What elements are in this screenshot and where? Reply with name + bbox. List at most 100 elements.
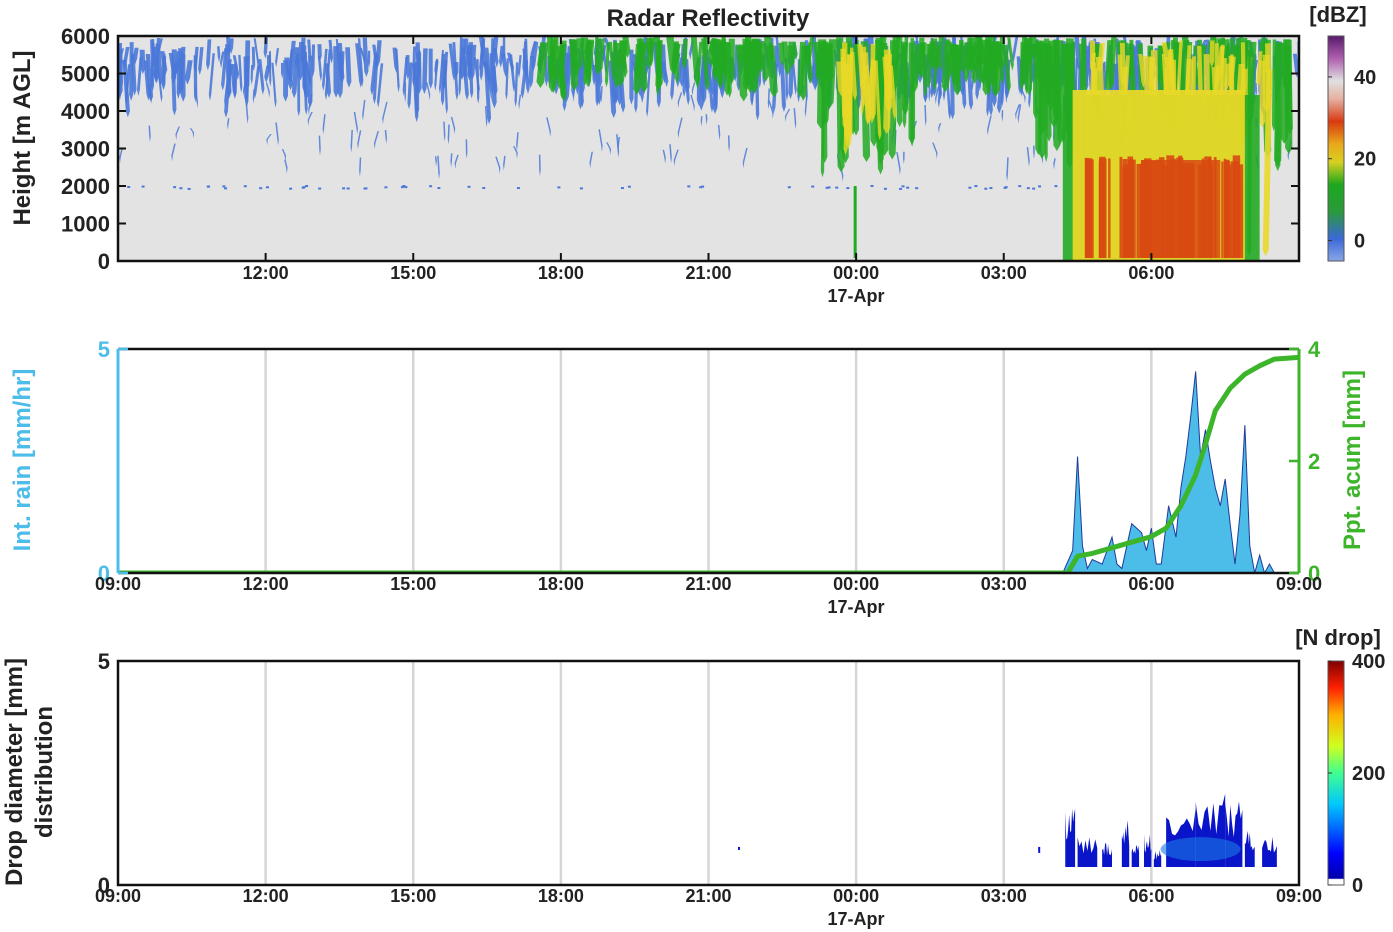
- radar-echo-dot: [400, 186, 404, 189]
- rain-right-axis-label: Ppt. acum [mm]: [1339, 370, 1366, 550]
- radar-x-tick-label: 06:00: [1128, 263, 1174, 283]
- radar-echo-streak: [766, 45, 778, 98]
- radar-echo-streak: [345, 47, 352, 88]
- radar-echo-streak: [189, 128, 195, 139]
- radar-echo-streak: [751, 88, 755, 107]
- radar-echo-streak: [622, 36, 631, 58]
- radar-echo-dot: [557, 186, 561, 189]
- radar-echo-dot: [699, 186, 703, 189]
- radar-echo-streak: [265, 82, 270, 99]
- radar-echo-streak: [253, 65, 261, 99]
- radar-echo-streak: [284, 159, 288, 174]
- radar-heavy-streak: [1098, 158, 1107, 258]
- radar-echo-streak: [372, 54, 379, 105]
- radar-echo-streak: [589, 151, 593, 169]
- radar-echo-streak: [322, 114, 326, 135]
- radar-echo-streak: [245, 102, 249, 124]
- ndrop-colorbar-tick-label: 400: [1352, 651, 1385, 673]
- radar-echo-streak: [206, 39, 212, 71]
- radar-echo-dot: [1018, 185, 1022, 188]
- radar-echo-streak: [1001, 110, 1004, 123]
- radar-echo-dot: [402, 185, 406, 188]
- radar-echo-dot: [915, 187, 919, 190]
- radar-echo-streak: [454, 62, 459, 79]
- radar-echo-streak: [825, 43, 834, 83]
- drop-x-tick-label: 00:00: [833, 886, 879, 906]
- radar-echo-streak: [1017, 104, 1022, 124]
- radar-echo-streak: [716, 39, 725, 88]
- radar-echo-streak: [524, 38, 529, 80]
- radar-echo-streak: [308, 93, 313, 116]
- radar-echo-streak: [233, 63, 238, 100]
- radar-echo-streak: [283, 60, 289, 102]
- ndrop-colorbar-tick-label: 200: [1352, 763, 1385, 785]
- radar-echo-streak: [119, 147, 124, 164]
- radar-echo-dot: [1038, 185, 1042, 188]
- radar-echo-streak: [488, 85, 493, 102]
- radar-echo-streak: [1256, 51, 1263, 87]
- radar-echo-streak: [600, 86, 603, 103]
- radar-echo-streak: [908, 42, 916, 145]
- radar-echo-streak: [595, 38, 605, 75]
- radar-echo-streak: [843, 64, 850, 155]
- radar-echo-streak: [224, 59, 232, 118]
- radar-echo-streak: [322, 48, 328, 92]
- radar-echo-streak: [646, 60, 652, 118]
- radar-echo-streak: [669, 144, 672, 164]
- radar-echo-streak: [787, 45, 795, 69]
- radar-echo-streak: [538, 154, 541, 177]
- radar-echo-streak: [288, 40, 296, 84]
- radar-heavy-streak: [1084, 157, 1089, 258]
- radar-echo-streak: [242, 83, 246, 97]
- radar-echo-streak: [717, 125, 721, 141]
- radar-echo-streak: [1033, 145, 1035, 159]
- radar-echo-streak: [146, 83, 151, 100]
- rain-date-label: 17-Apr: [827, 597, 884, 617]
- radar-echo-streak: [275, 48, 280, 68]
- radar-echo-streak: [681, 39, 688, 70]
- radar-x-tick-label: 21:00: [685, 263, 731, 283]
- rain-x-tick-label: 03:00: [981, 574, 1027, 594]
- radar-echo-streak: [673, 149, 679, 167]
- radar-echo-streak: [1156, 45, 1163, 84]
- radar-echo-streak: [224, 85, 228, 107]
- radar-echo-dot: [906, 186, 910, 189]
- radar-echo-streak: [275, 122, 279, 146]
- radar-echo-streak: [1292, 53, 1299, 78]
- ndrop-colorbar-label: [N drop]: [1295, 625, 1381, 650]
- radar-echo-streak: [702, 36, 710, 60]
- radar-echo-dot: [989, 187, 993, 190]
- radar-echo-streak: [176, 58, 181, 99]
- radar-echo-streak: [357, 130, 362, 150]
- radar-echo-streak: [952, 45, 959, 63]
- radar-echo-streak: [1262, 70, 1273, 256]
- radar-echo-streak: [505, 58, 509, 101]
- radar-echo-dot: [302, 186, 306, 189]
- radar-echo-streak: [1176, 40, 1183, 105]
- radar-echo-streak: [1138, 53, 1146, 88]
- radar-echo-streak: [768, 100, 774, 119]
- radar-y-tick-label: 2000: [61, 174, 110, 199]
- radar-echo-streak: [484, 106, 488, 128]
- radar-echo-dot: [883, 187, 887, 190]
- radar-echo-dot: [825, 186, 829, 189]
- radar-echo-streak: [1003, 44, 1011, 93]
- radar-echo-streak: [185, 60, 193, 85]
- radar-echo-streak: [355, 43, 363, 88]
- radar-x-tick-label: 12:00: [243, 263, 289, 283]
- radar-echo-streak: [784, 109, 791, 123]
- radar-echo-streak: [619, 40, 628, 78]
- radar-echo-streak: [250, 65, 254, 85]
- radar-echo-dot: [620, 187, 624, 190]
- drop-x-tick-label: 06:00: [1128, 886, 1174, 906]
- radar-echo-streak: [778, 42, 785, 67]
- drop-distribution-blob: [1262, 836, 1277, 867]
- radar-echo-streak: [690, 95, 695, 112]
- rain-x-tick-label: 18:00: [538, 574, 584, 594]
- radar-echo-streak: [148, 125, 151, 143]
- radar-echo-streak: [677, 92, 683, 109]
- radar-echo-streak: [443, 121, 446, 142]
- radar-echo-streak: [793, 108, 797, 130]
- radar-echo-dot: [224, 187, 228, 190]
- radar-echo-streak: [280, 63, 284, 79]
